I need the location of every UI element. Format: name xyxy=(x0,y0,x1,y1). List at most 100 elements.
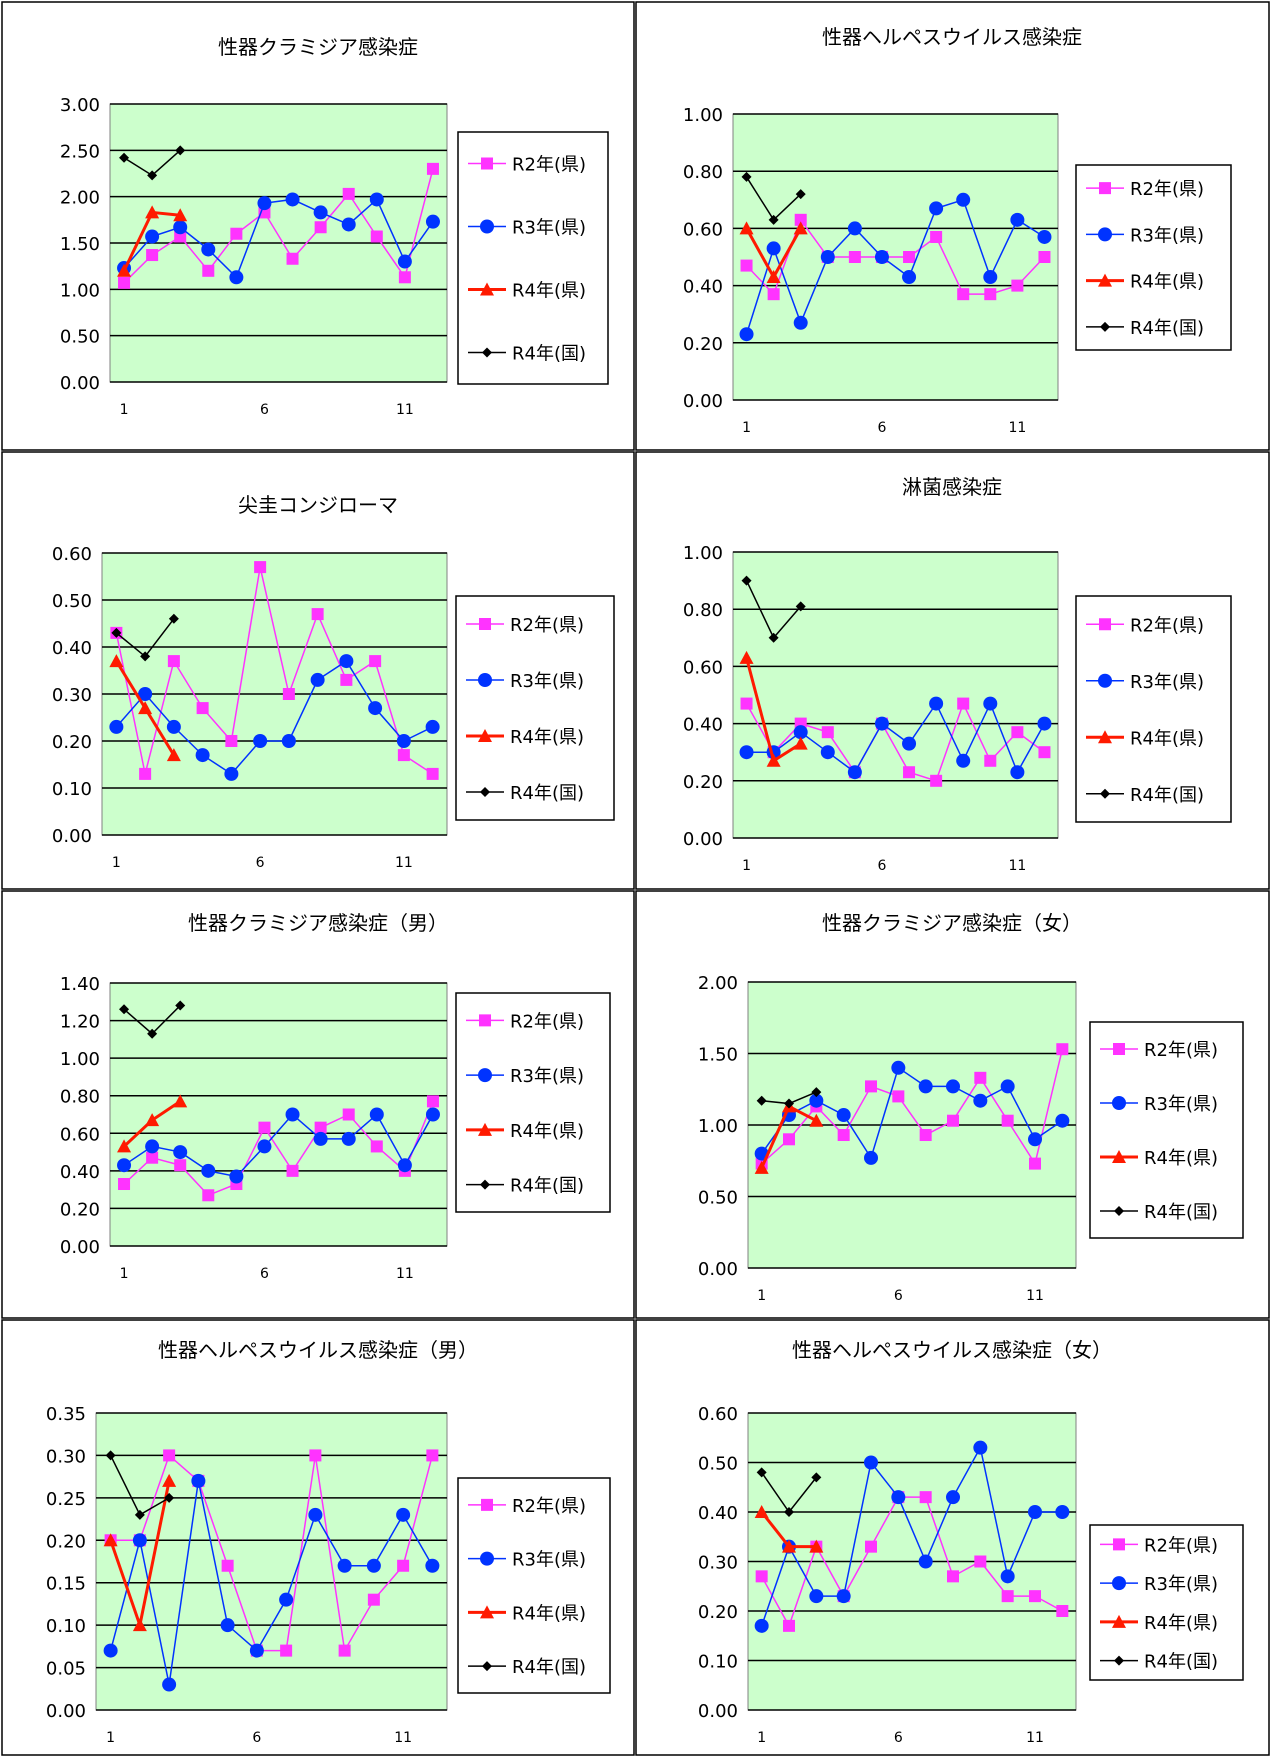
data-point xyxy=(740,259,753,272)
data-point xyxy=(930,774,943,787)
data-point xyxy=(784,1507,794,1517)
chart-title: 淋菌感染症 xyxy=(902,475,1002,499)
legend-box xyxy=(457,131,609,385)
data-point xyxy=(902,270,917,285)
data-point xyxy=(103,1533,118,1547)
legend-label: R4年(県) xyxy=(512,281,586,302)
panel-frame xyxy=(635,890,1270,1319)
data-point xyxy=(1038,746,1051,759)
x-tick-label: 1 xyxy=(742,420,751,436)
data-point xyxy=(918,1079,933,1094)
data-point xyxy=(984,754,997,767)
plot-area xyxy=(109,982,448,1247)
data-point xyxy=(164,1492,175,1503)
data-point xyxy=(103,1643,118,1658)
data-point xyxy=(809,1113,824,1127)
data-point xyxy=(397,749,410,762)
y-tick-label: 0.00 xyxy=(46,1701,86,1722)
data-point xyxy=(946,1079,960,1094)
data-point xyxy=(847,765,862,780)
data-point xyxy=(1010,765,1025,780)
data-point xyxy=(173,220,188,235)
chart-panel: 性器クラミジア感染症（男） 0.00 0.20 0.40 0.60 0.80 1.00 1.2… xyxy=(60,911,611,1282)
data-point xyxy=(820,250,835,264)
data-point xyxy=(930,230,943,243)
chart-title: 性器クラミジア感染症（男） xyxy=(188,911,448,935)
data-point xyxy=(918,1554,933,1569)
y-tick-label: 0.10 xyxy=(52,779,92,800)
data-point xyxy=(793,221,808,235)
data-point xyxy=(478,1068,492,1083)
data-point xyxy=(310,672,325,687)
legend-label: R2年(県) xyxy=(1130,615,1204,636)
legend-label: R4年(県) xyxy=(1130,272,1204,293)
legend-label: R2年(県) xyxy=(1130,179,1204,200)
data-point xyxy=(903,251,916,263)
x-tick-label: 6 xyxy=(252,1730,261,1746)
data-point xyxy=(311,608,324,621)
data-point xyxy=(478,729,492,742)
y-tick-label: 0.00 xyxy=(52,826,92,847)
data-point xyxy=(478,1122,492,1136)
data-point xyxy=(847,221,862,236)
data-point xyxy=(480,787,490,797)
data-point xyxy=(369,1107,384,1122)
y-tick-label: 1.50 xyxy=(60,234,100,255)
x-tick-label: 11 xyxy=(396,1266,414,1282)
series-line xyxy=(745,198,1045,335)
data-point xyxy=(480,1605,494,1619)
data-point xyxy=(166,748,181,762)
data-point xyxy=(784,1098,794,1109)
legend-label: R4年(国) xyxy=(512,344,586,365)
series-line xyxy=(109,1480,434,1685)
legend-label: R2年(県) xyxy=(1144,1535,1218,1556)
y-tick-label: 0.80 xyxy=(683,600,723,621)
data-point xyxy=(947,1114,959,1127)
y-tick-label: 0.40 xyxy=(698,1503,738,1524)
chart-title: 性器クラミジア感染症（女） xyxy=(822,911,1082,935)
data-point xyxy=(224,766,239,781)
data-point xyxy=(794,213,807,226)
legend-box xyxy=(1075,164,1232,351)
y-tick-label: 1.00 xyxy=(683,105,723,126)
y-tick-label: 0.15 xyxy=(46,1574,86,1595)
series-line xyxy=(115,566,434,775)
data-point xyxy=(1011,726,1024,739)
y-tick-label: 0.25 xyxy=(46,1489,86,1510)
data-point xyxy=(864,1455,878,1470)
legend-label: R4年(国) xyxy=(1144,1202,1218,1223)
data-point xyxy=(162,1677,177,1692)
data-point xyxy=(342,1108,355,1121)
x-tick-label: 6 xyxy=(260,402,269,418)
data-point xyxy=(974,1555,987,1568)
data-point xyxy=(811,1087,822,1098)
data-point xyxy=(314,1121,327,1134)
plot-area xyxy=(732,551,1059,839)
y-tick-label: 0.20 xyxy=(698,1602,738,1623)
data-point xyxy=(339,654,354,669)
y-tick-label: 0.60 xyxy=(52,544,92,565)
x-tick-label: 1 xyxy=(742,858,751,874)
legend-label: R4年(県) xyxy=(510,727,584,748)
data-point xyxy=(766,241,781,256)
legend-label: R2年(県) xyxy=(1144,1040,1218,1061)
y-tick-label: 0.00 xyxy=(683,829,723,850)
legend-label: R4年(国) xyxy=(1144,1652,1218,1673)
data-point xyxy=(173,208,188,222)
data-point xyxy=(479,618,491,630)
legend-label: R4年(国) xyxy=(1130,318,1204,339)
plot-area xyxy=(95,1412,448,1711)
data-point xyxy=(139,767,152,780)
data-point xyxy=(111,627,122,638)
data-point xyxy=(1100,788,1110,799)
data-point xyxy=(974,1071,987,1084)
data-point xyxy=(145,205,160,219)
y-tick-label: 0.10 xyxy=(46,1616,86,1637)
data-point xyxy=(1037,716,1052,731)
data-point xyxy=(118,1178,131,1191)
x-tick-label: 6 xyxy=(894,1288,903,1304)
data-point xyxy=(138,687,153,701)
data-point xyxy=(755,1570,768,1583)
data-point xyxy=(253,734,268,748)
